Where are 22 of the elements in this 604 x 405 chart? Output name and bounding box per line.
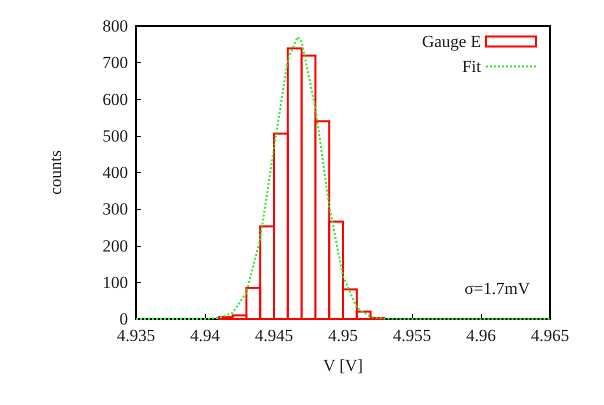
- annotation: σ=1.7mV: [464, 279, 531, 298]
- y-tick-label: 300: [102, 200, 128, 219]
- x-tick-label: 4.965: [530, 326, 570, 345]
- line-series: [135, 36, 551, 320]
- y-tick-label: 100: [102, 272, 128, 292]
- y-tick-label: 400: [102, 163, 128, 182]
- y-tick-label: 800: [102, 16, 128, 36]
- y-axis-title: counts: [46, 150, 65, 195]
- x-tick-label: 4.935: [116, 326, 156, 345]
- y-tick-label: 0: [120, 310, 128, 328]
- legend-label: Fit: [462, 57, 482, 76]
- x-tick-label: 4.95: [328, 326, 358, 345]
- x-tick-label: 4.945: [254, 326, 294, 345]
- y-tick-label: 600: [102, 90, 128, 109]
- legend-label: Gauge E: [422, 32, 481, 51]
- y-tick-label: 500: [102, 126, 128, 146]
- y-tick-label: 700: [102, 53, 128, 72]
- y-tick-label: 200: [102, 236, 128, 256]
- x-tick-label: 4.96: [466, 326, 496, 345]
- x-tick-label: 4.94: [190, 326, 220, 345]
- x-tick-label: 4.955: [392, 326, 432, 345]
- x-axis-title: V [V]: [323, 356, 363, 375]
